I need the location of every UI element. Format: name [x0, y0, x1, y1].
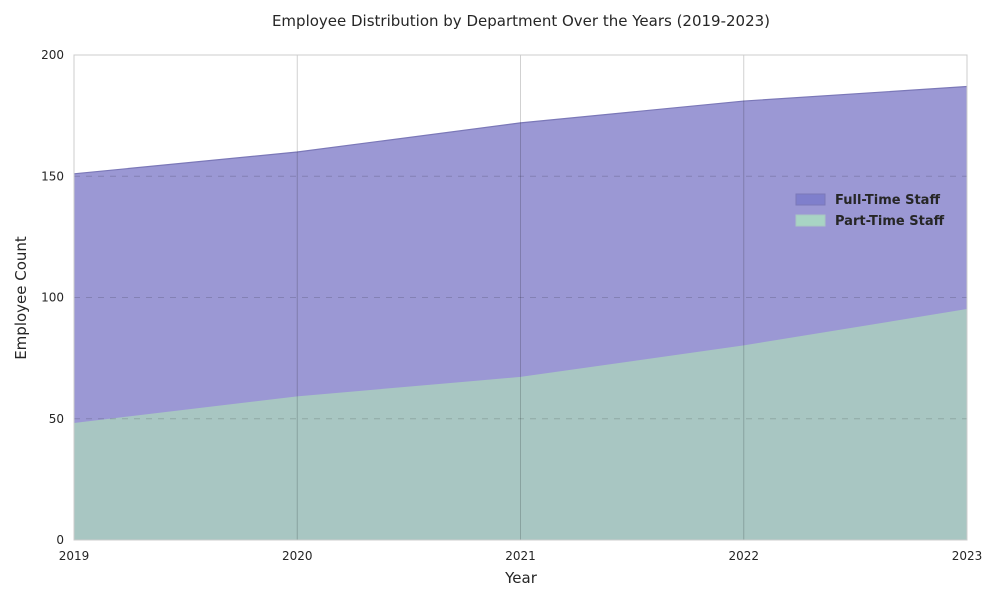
- x-tick-labels: 2019 2020 2021 2022 2023: [59, 549, 983, 563]
- x-axis-label: Year: [504, 569, 538, 587]
- area-series-edge-1: [73, 309, 968, 425]
- x-tick-label: 2022: [728, 549, 759, 563]
- legend-swatch-1: [795, 214, 826, 227]
- legend-label-1: Part-Time Staff: [835, 214, 945, 229]
- y-axis-label: Employee Count: [12, 236, 30, 360]
- y-tick-label: 50: [49, 412, 64, 426]
- x-tick-label: 2019: [59, 549, 90, 563]
- legend-label-0: Full-Time Staff: [835, 193, 940, 208]
- grid-layer: [74, 55, 967, 540]
- chart-title: Employee Distribution by Department Over…: [272, 12, 770, 30]
- area-series-1: [74, 309, 967, 540]
- plot-border: [73, 54, 968, 541]
- y-tick-label: 100: [41, 291, 64, 305]
- y-tick-label: 200: [41, 48, 64, 62]
- x-tick-label: 2023: [952, 549, 983, 563]
- y-tick-label: 150: [41, 169, 64, 183]
- x-tick-label: 2021: [505, 549, 536, 563]
- area-layer: [73, 85, 968, 541]
- y-tick-labels: 0 50 100 150 200: [41, 48, 64, 547]
- legend-swatch-0: [795, 193, 826, 206]
- legend: Full-Time Staff Part-Time Staff: [795, 193, 945, 229]
- plot-frame: [73, 54, 968, 541]
- y-tick-label: 0: [56, 533, 64, 547]
- x-tick-label: 2020: [282, 549, 313, 563]
- area-series-edge-0: [73, 85, 968, 175]
